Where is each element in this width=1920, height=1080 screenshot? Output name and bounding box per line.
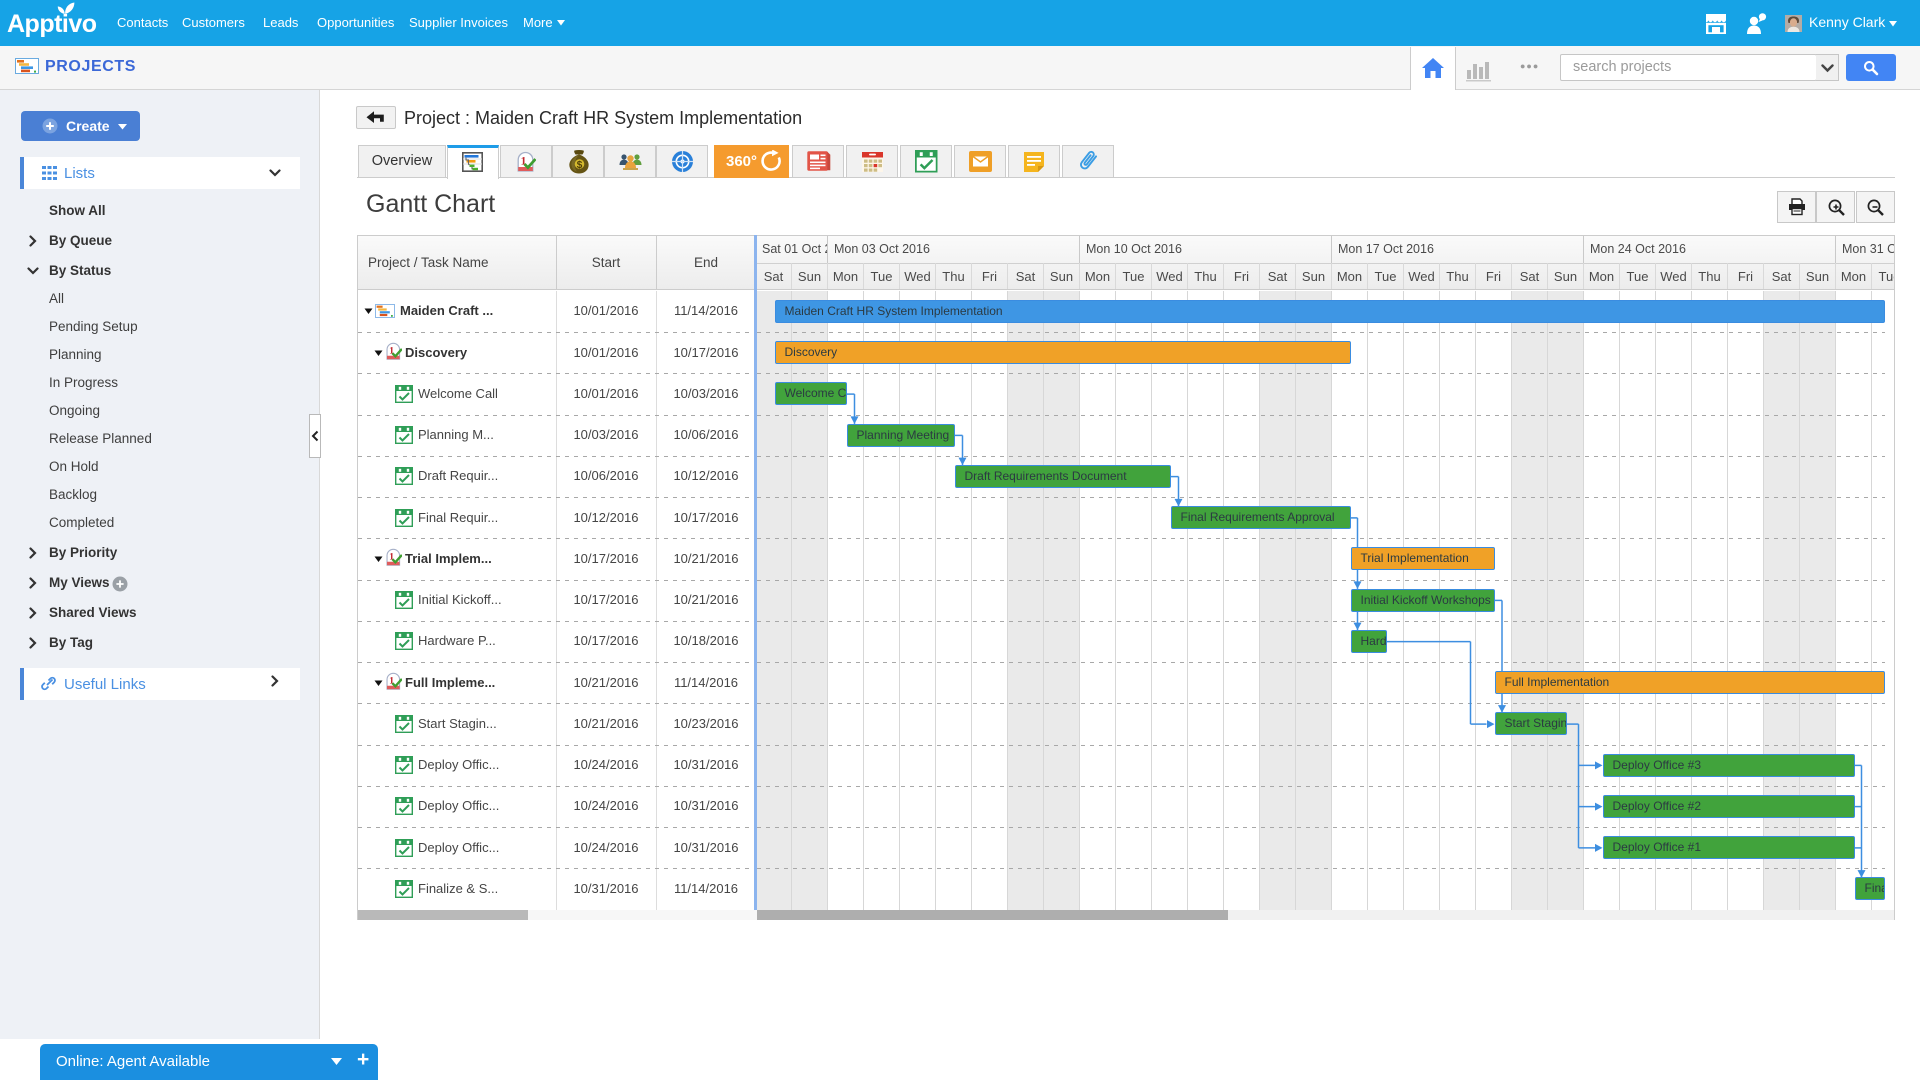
- svg-text:$: $: [577, 160, 583, 171]
- svg-text:1: 1: [389, 346, 394, 357]
- svg-text:1: 1: [389, 552, 394, 563]
- svg-text:1: 1: [521, 156, 527, 168]
- svg-text:1: 1: [389, 676, 394, 687]
